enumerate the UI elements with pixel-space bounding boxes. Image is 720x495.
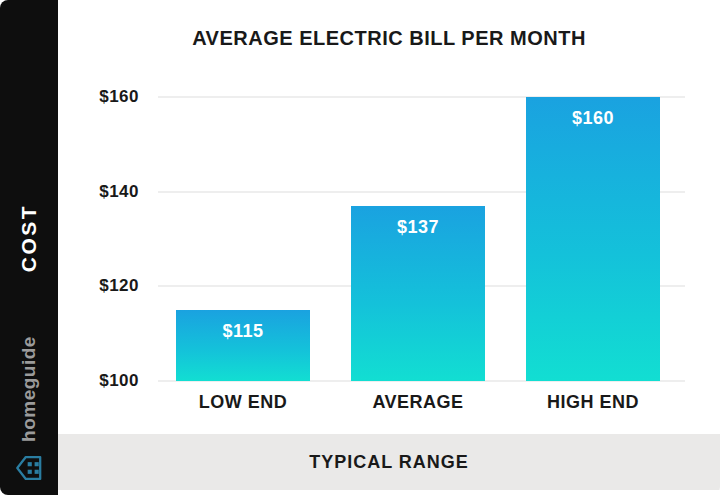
y-axis-tick-label: $140 — [49, 182, 139, 202]
typical-range-label: TYPICAL RANGE — [309, 452, 469, 473]
left-sidebar: COST homeguide — [0, 0, 58, 495]
bar-value-label: $115 — [176, 310, 310, 342]
cost-axis-label: COST — [17, 204, 41, 272]
bar-value-label: $160 — [526, 97, 660, 129]
chart-title: AVERAGE ELECTRIC BILL PER MONTH — [58, 27, 720, 50]
category-label-low-end: LOW END — [163, 392, 323, 413]
infographic-canvas: COST homeguide AVERAGE ELECTRIC BILL PER… — [0, 0, 720, 495]
category-label-high-end: HIGH END — [513, 392, 673, 413]
category-label-average: AVERAGE — [338, 392, 498, 413]
y-axis-tick-label: $160 — [49, 87, 139, 107]
y-axis-tick-label: $100 — [49, 371, 139, 391]
bar-high-end: $160 — [526, 97, 660, 381]
y-axis-tick-label: $120 — [49, 276, 139, 296]
bar-value-label: $137 — [351, 206, 485, 238]
bar-low-end: $115 — [176, 310, 310, 381]
homeguide-brand-text: homeguide — [18, 336, 40, 442]
homeguide-house-icon — [13, 452, 45, 484]
bar-average: $137 — [351, 206, 485, 381]
typical-range-band: TYPICAL RANGE — [58, 434, 720, 490]
